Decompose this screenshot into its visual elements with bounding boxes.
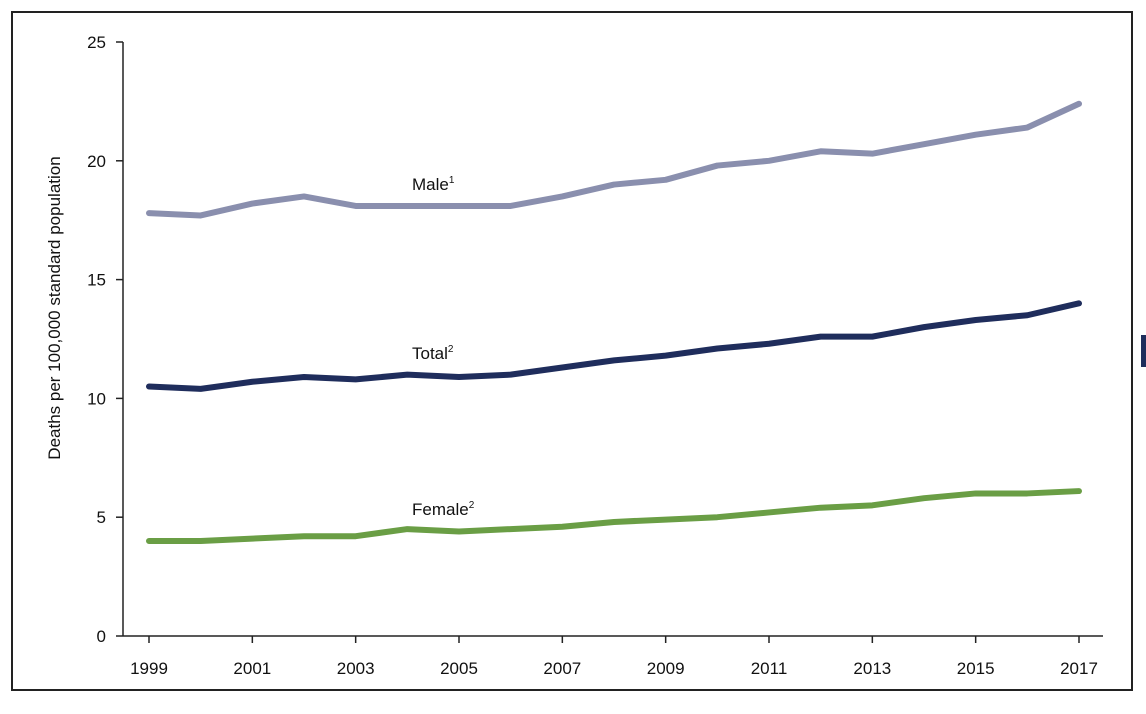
x-tick-label: 2009: [647, 659, 685, 678]
right-edge-mark: [1141, 335, 1146, 367]
y-tick-label: 5: [97, 508, 106, 527]
series-line-male: [146, 100, 1082, 219]
y-tick-label: 25: [87, 33, 106, 52]
series-name: Male: [412, 175, 449, 194]
series-line-female: [146, 488, 1082, 544]
y-tick-label: 15: [87, 271, 106, 290]
x-tick-label: 2011: [751, 659, 788, 678]
x-tick-label: 2013: [853, 659, 891, 678]
series-line-total: [146, 300, 1082, 392]
series-footnote-mark: 2: [469, 500, 475, 511]
x-tick-label: 2001: [233, 659, 271, 678]
axes: [122, 42, 1103, 637]
y-ticks: 0 5 10 15 20 25: [87, 33, 123, 646]
y-tick-label: 20: [87, 152, 106, 171]
series-name: Female: [412, 500, 469, 519]
series-name: Total: [412, 344, 448, 363]
y-tick-label: 0: [97, 627, 106, 646]
y-tick-label: 10: [87, 389, 106, 408]
x-tick-label: 2015: [957, 659, 995, 678]
y-axis-label: Deaths per 100,000 standard population: [45, 156, 64, 459]
series-footnote-mark: 1: [449, 175, 455, 186]
x-tick-label: 2007: [543, 659, 581, 678]
series-label-total: Total2: [412, 344, 454, 363]
series-label-male: Male1: [412, 175, 455, 194]
series-group: [146, 100, 1082, 544]
x-ticks: 1999 2001 2003 2005 2007 2009 2011 2013 2015 2017: [130, 636, 1098, 678]
x-tick-label: 2005: [440, 659, 478, 678]
x-tick-label: 2017: [1060, 659, 1098, 678]
series-label-female: Female2: [412, 500, 475, 519]
x-tick-label: 2003: [337, 659, 375, 678]
x-tick-label: 1999: [130, 659, 168, 678]
chart-frame: [11, 11, 1133, 691]
series-footnote-mark: 2: [448, 344, 454, 355]
